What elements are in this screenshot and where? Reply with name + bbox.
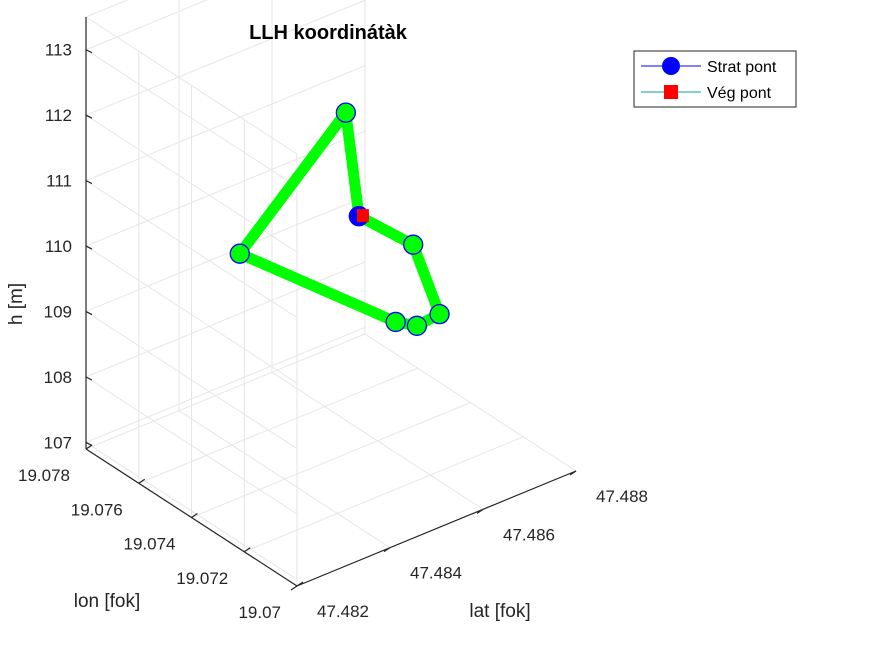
grid-floor-y-2: [191, 402, 471, 518]
z-tick-mark-2: [85, 311, 93, 316]
grid-floor-y-4: [85, 333, 366, 450]
z-tick-label-1: 108: [44, 368, 72, 387]
grid-side-z-2: [85, 311, 298, 449]
grid-side-z-3: [85, 245, 298, 384]
z-tick-mark-6: [85, 49, 93, 54]
z-tick-label-0: 107: [44, 433, 72, 452]
y-tick-mark-2: [191, 513, 198, 518]
grid-back-z-4: [85, 65, 366, 182]
legend-label-end: Vég pont: [707, 85, 772, 102]
x-tick-mark-2: [476, 508, 484, 514]
y-tick-mark-0: [296, 581, 304, 587]
y-tick-mark-4: [85, 444, 93, 450]
x-tick-label-2: 47.486: [503, 525, 555, 544]
x-tick-label-3: 47.488: [596, 487, 648, 506]
path-point-6: [335, 102, 357, 123]
legend-marker-start: [662, 57, 680, 75]
z-tick-mark-0: [85, 441, 93, 446]
legend-box: [633, 50, 797, 108]
z-tick-label-2: 109: [44, 303, 72, 322]
grid-back-z-0: [85, 326, 366, 443]
path-point-1: [403, 234, 424, 255]
tick-labels: 47.48247.48447.48647.48819.0719.07219.07…: [18, 41, 648, 622]
x-tick-mark-0: [290, 585, 298, 591]
z-tick-mark-3: [85, 245, 93, 250]
grid-side-z-6: [85, 49, 298, 188]
path-point-4: [385, 311, 406, 333]
grid-back-z-5: [85, 0, 366, 116]
grid-floor-y-3: [138, 367, 418, 484]
z-axis-label: h [m]: [6, 283, 27, 325]
z-tick-label-5: 112: [45, 106, 72, 125]
y-tick-label-3: 19.076: [71, 500, 123, 519]
grid-side-z-1: [85, 376, 298, 515]
grid-floor-y-1: [244, 436, 524, 553]
y-tick-label-4: 19.078: [18, 466, 70, 485]
z-tick-label-4: 111: [46, 172, 72, 191]
legend-marker-end: [664, 85, 678, 99]
y-tick-label-0: 19.07: [238, 603, 281, 622]
x-axis-label: lat [fok]: [469, 601, 530, 622]
grid-back-z-1: [85, 261, 366, 378]
grid-side-z-0: [85, 442, 298, 580]
end-point-marker: [356, 209, 369, 223]
legend-label-start: Strat pont: [707, 59, 777, 76]
grid-side-z-4: [85, 180, 298, 319]
y-tick-label-2: 19.074: [124, 535, 176, 554]
chart-title: LLH koordinátàk: [249, 22, 408, 44]
data-path: [229, 102, 450, 336]
path-point-3: [406, 315, 428, 336]
x-tick-label-0: 47.482: [317, 602, 369, 621]
y-tick-label-1: 19.072: [176, 569, 228, 588]
legend: Strat pont Vég pont: [633, 50, 797, 108]
grid-back-z-2: [85, 196, 366, 313]
z-tick-mark-4: [85, 180, 93, 185]
z-tick-label-3: 110: [45, 237, 72, 256]
z-tick-mark-5: [85, 114, 93, 119]
z-tick-mark-1: [85, 376, 93, 381]
grid-back-z-6: [85, 0, 208, 51]
x-axis-line: [296, 470, 577, 587]
x-tick-label-1: 47.484: [410, 564, 462, 583]
y-axis-label: lon [fok]: [74, 591, 141, 612]
x-tick-mark-3: [569, 470, 577, 476]
path-point-2: [429, 304, 450, 325]
axis-lines: [85, 17, 577, 591]
path-point-5: [229, 243, 250, 264]
path-line: [234, 107, 445, 332]
z-tick-label-6: 113: [45, 41, 72, 60]
x-tick-mark-1: [383, 547, 391, 553]
y-tick-mark-1: [243, 547, 251, 553]
y-tick-mark-3: [138, 478, 146, 484]
grid-top-edge-side: [85, 16, 298, 155]
